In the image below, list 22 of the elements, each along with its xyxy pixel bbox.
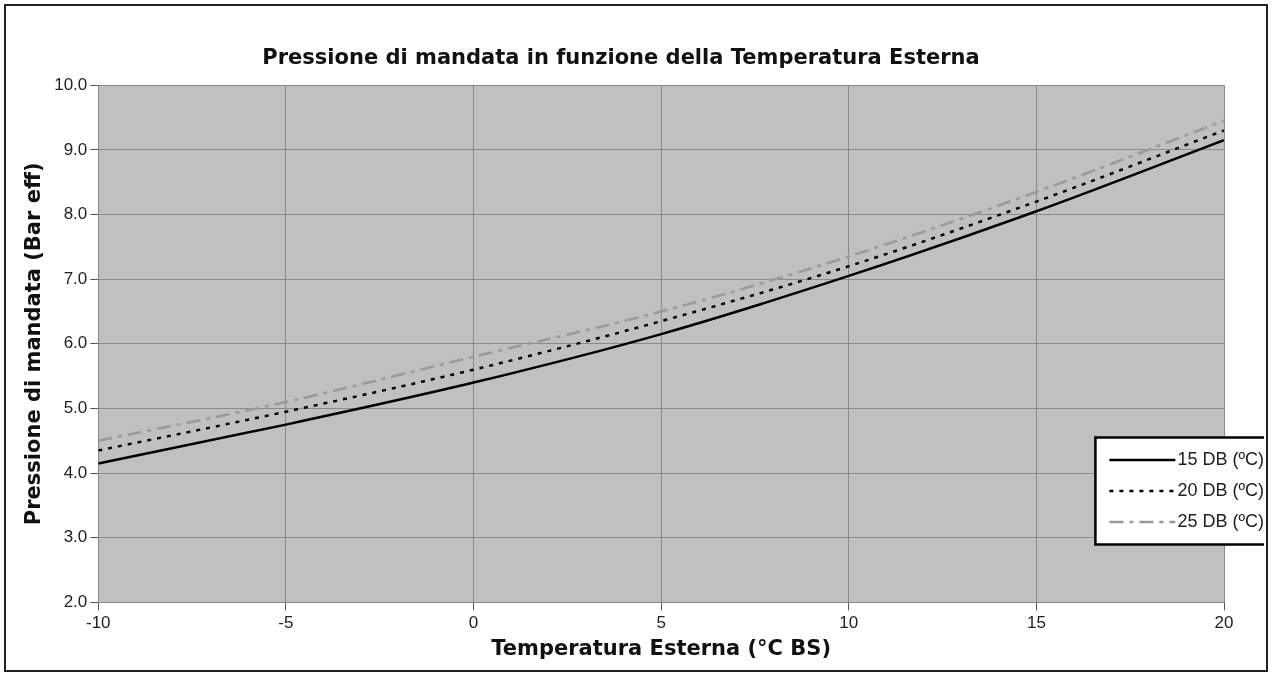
y-tick-label: 7.0 — [63, 268, 88, 288]
x-tick-label: 20 — [1214, 613, 1234, 633]
x-axis-title: Temperatura Esterna (°C BS) — [491, 635, 832, 660]
y-tick-label: 9.0 — [63, 139, 88, 159]
legend-label: 20 DB (ºC) — [1177, 479, 1264, 500]
y-axis-title: Pressione di mandata (Bar eff) — [21, 162, 46, 526]
x-tick-label: 0 — [468, 613, 479, 633]
y-tick-label: 4.0 — [63, 462, 88, 482]
chart-title: Pressione di mandata in funzione della Temperatura Esterna — [262, 45, 980, 70]
x-tick-label: 10 — [839, 613, 859, 633]
x-tick-label: -10 — [86, 613, 111, 633]
y-tick-label: 8.0 — [63, 204, 88, 224]
x-tick-label: -5 — [278, 613, 294, 633]
legend-label: 25 DB (ºC) — [1177, 510, 1264, 531]
y-tick-label: 6.0 — [63, 333, 88, 353]
x-tick-label: 5 — [656, 613, 666, 633]
x-tick-label: 15 — [1026, 613, 1046, 633]
y-tick-label: 3.0 — [63, 527, 88, 547]
y-tick-label: 10.0 — [54, 74, 88, 94]
y-tick-label: 2.0 — [63, 592, 88, 612]
legend-label: 15 DB (ºC) — [1177, 448, 1264, 469]
y-tick-label: 5.0 — [63, 398, 88, 418]
